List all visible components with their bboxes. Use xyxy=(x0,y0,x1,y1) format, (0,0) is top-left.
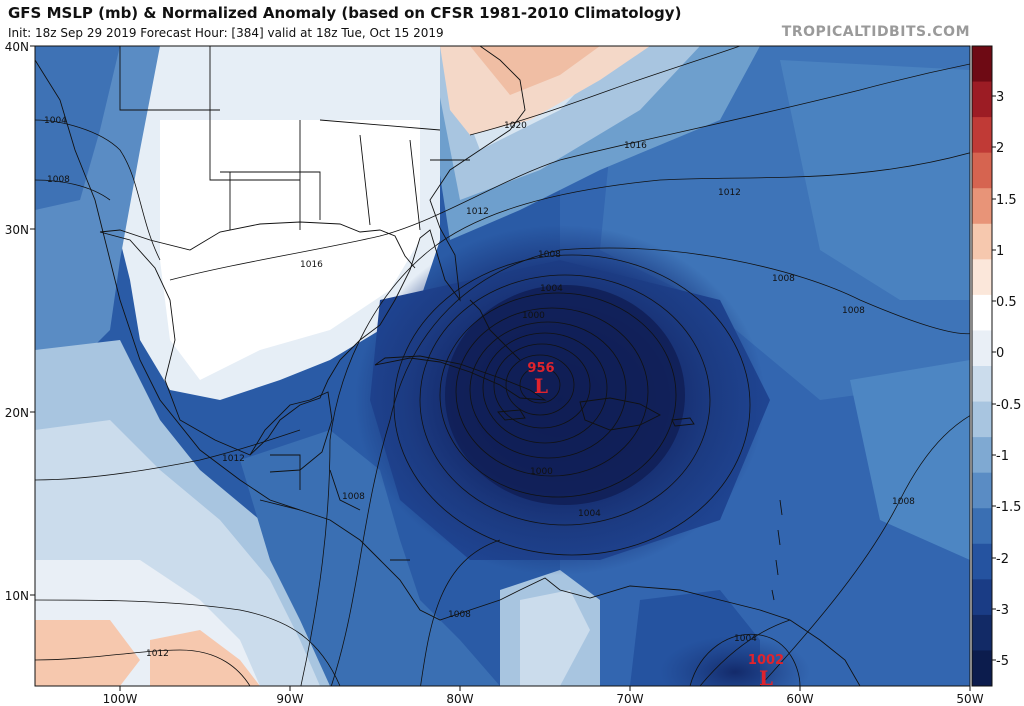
low-pressure-center: 1002 L xyxy=(748,653,784,690)
low-pressure-value: 956 xyxy=(527,361,554,376)
colorbar-label: -1 xyxy=(996,449,1009,464)
colorbar-label: -0.5 xyxy=(996,398,1021,413)
colorbar-frame xyxy=(971,45,993,687)
colorbar-swatch xyxy=(972,188,992,225)
isobar-label: 1008 xyxy=(772,274,795,284)
colorbar-swatch xyxy=(972,508,992,545)
map-frame xyxy=(34,45,971,687)
isobar-label: 1008 xyxy=(892,497,915,507)
colorbar-label: -2 xyxy=(996,552,1009,567)
isobar-label: 1008 xyxy=(448,610,471,620)
colorbar-swatch xyxy=(972,579,992,616)
colorbar-swatch xyxy=(972,259,992,296)
low-pressure-center: 956 L xyxy=(527,361,554,398)
colorbar-swatch xyxy=(972,543,992,580)
colorbar-label: 0 xyxy=(996,346,1004,361)
isobars xyxy=(35,46,970,686)
colorbar-swatch xyxy=(972,294,992,331)
isobar-label: 1008 xyxy=(342,492,365,502)
map-subtitle: Init: 18z Sep 29 2019 Forecast Hour: [38… xyxy=(8,26,444,40)
colorbar-swatch xyxy=(972,437,992,474)
isobar-label: 1008 xyxy=(842,306,865,316)
lon-label: 100W xyxy=(103,692,138,706)
colorbar-swatch xyxy=(972,472,992,509)
colorbar-swatch xyxy=(972,46,992,83)
lat-label: 30N xyxy=(5,223,29,237)
colorbar-swatch xyxy=(972,614,992,651)
isobar-label: 1012 xyxy=(146,649,169,659)
colorbar-labels: 3 2 1.5 1 0.5 0 -0.5 -1 -1.5 -2 -3 -5 xyxy=(996,90,1021,669)
colorbar-label: 0.5 xyxy=(996,295,1017,310)
colorbar-label: -1.5 xyxy=(996,500,1021,515)
low-pressure-value: 1002 xyxy=(748,653,784,668)
isobar-label: 1020 xyxy=(504,121,527,131)
isobar-label: 1004 xyxy=(734,634,757,644)
isobar-labels: 1004 1008 1020 1016 1012 1012 1016 1008 … xyxy=(44,116,915,659)
isobar-label: 1000 xyxy=(522,311,545,321)
colorbar-label: 1 xyxy=(996,244,1004,259)
lon-label: 60W xyxy=(786,692,813,706)
isobar-label: 1008 xyxy=(47,175,70,185)
brand-watermark: TROPICALTIDBITS.COM xyxy=(781,24,970,40)
map-title: GFS MSLP (mb) & Normalized Anomaly (base… xyxy=(8,4,682,22)
lon-label: 80W xyxy=(446,692,473,706)
anomaly-field xyxy=(35,46,970,686)
colorbar-swatch xyxy=(972,152,992,189)
colorbar-swatch xyxy=(972,366,992,403)
isobar-label: 1016 xyxy=(300,260,323,270)
colorbar xyxy=(971,45,996,687)
colorbar-swatch xyxy=(972,330,992,367)
colorbar-swatch xyxy=(972,81,992,118)
isobar-label: 1004 xyxy=(578,509,601,519)
lat-label: 20N xyxy=(5,406,29,420)
colorbar-swatch xyxy=(972,117,992,154)
low-symbol: L xyxy=(534,374,548,398)
colorbar-label: 3 xyxy=(996,90,1004,105)
coastlines xyxy=(35,46,861,686)
longitude-labels: 100W 90W 80W 70W 60W 50W xyxy=(103,686,984,706)
lat-label: 40N xyxy=(5,40,29,54)
colorbar-label: 1.5 xyxy=(996,193,1017,208)
lon-label: 70W xyxy=(616,692,643,706)
lon-label: 50W xyxy=(956,692,983,706)
colorbar-swatch xyxy=(972,401,992,438)
isobar-label: 1016 xyxy=(624,141,647,151)
isobar-label: 1012 xyxy=(222,454,245,464)
isobar-label: 1012 xyxy=(466,207,489,217)
colorbar-label: -5 xyxy=(996,654,1009,669)
colorbar-label: 2 xyxy=(996,141,1004,156)
colorbar-label: -3 xyxy=(996,603,1009,618)
latitude-labels: 40N 30N 20N 10N xyxy=(5,40,35,603)
colorbar-swatch xyxy=(972,650,992,687)
colorbar-swatch xyxy=(972,223,992,260)
lat-label: 10N xyxy=(5,589,29,603)
isobar-label: 1012 xyxy=(718,188,741,198)
isobar-label: 1008 xyxy=(538,250,561,260)
isobar-label: 1000 xyxy=(530,467,553,477)
lon-label: 90W xyxy=(276,692,303,706)
isobar-label: 1004 xyxy=(540,284,563,294)
isobar-label: 1004 xyxy=(44,116,67,126)
low-symbol: L xyxy=(759,666,773,690)
